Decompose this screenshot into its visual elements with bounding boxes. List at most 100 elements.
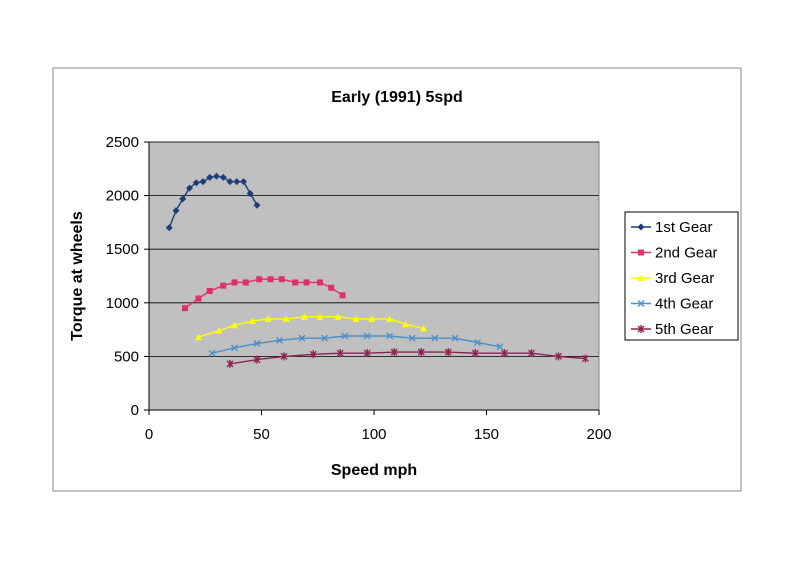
series-2 <box>182 276 346 312</box>
data-point <box>253 201 261 209</box>
data-point <box>280 352 288 361</box>
legend-item: 1st Gear <box>631 219 713 236</box>
data-point <box>390 348 398 357</box>
data-point <box>182 305 188 312</box>
data-point <box>199 178 207 186</box>
data-point <box>278 276 285 283</box>
x-axis-title: Speed mph <box>331 462 417 479</box>
data-point <box>582 354 589 363</box>
data-point <box>213 172 220 180</box>
data-point <box>226 178 234 186</box>
data-point <box>317 279 323 286</box>
legend-marker <box>637 274 645 281</box>
data-point <box>408 334 416 342</box>
data-point <box>233 178 241 186</box>
data-point <box>471 349 479 358</box>
data-point <box>292 279 299 286</box>
x-tick-label: 150 <box>474 426 499 443</box>
series-line <box>211 335 501 354</box>
legend-label: 4th Gear <box>655 296 713 313</box>
legend-marker <box>637 223 645 231</box>
data-point <box>336 349 344 358</box>
data-point <box>172 207 180 215</box>
data-point <box>179 195 187 203</box>
y-tick-label: 500 <box>114 348 139 365</box>
data-point <box>219 173 227 181</box>
data-point <box>300 313 308 320</box>
x-axis-ticks: 0 50 100 150 200 <box>145 410 612 443</box>
data-point <box>226 359 234 368</box>
data-point <box>220 282 227 289</box>
legend-label: 5th Gear <box>655 321 713 338</box>
data-point <box>186 184 193 192</box>
data-point <box>474 338 481 346</box>
data-point <box>386 332 394 340</box>
data-point <box>231 344 238 352</box>
y-tick-label: 1500 <box>106 241 139 258</box>
y-axis-title: Torque at wheels <box>69 211 86 341</box>
data-point <box>195 295 202 302</box>
data-point <box>208 349 216 357</box>
data-point <box>264 315 272 322</box>
data-point <box>368 315 376 322</box>
series-3 <box>195 313 427 341</box>
x-tick-label: 0 <box>145 426 153 443</box>
data-point <box>402 320 409 328</box>
y-tick-label: 2000 <box>106 188 139 205</box>
x-tick-label: 50 <box>253 426 270 443</box>
legend: 1st Gear 2nd Gear 3rd Gear 4th Gear 5th Gear <box>624 211 739 341</box>
data-point <box>276 336 283 344</box>
data-point <box>282 315 290 322</box>
data-point <box>206 173 214 181</box>
data-point <box>253 340 261 348</box>
x-tick-label: 200 <box>586 426 611 443</box>
data-point <box>249 317 256 325</box>
data-point <box>231 279 238 286</box>
y-tick-label: 0 <box>131 402 139 419</box>
gridlines <box>149 141 599 357</box>
series-1 <box>165 172 261 232</box>
data-point <box>363 349 371 358</box>
y-tick-label: 2500 <box>106 134 139 151</box>
data-point <box>417 348 425 357</box>
data-point <box>267 276 274 283</box>
data-point <box>555 352 562 361</box>
data-point <box>309 350 317 359</box>
data-point <box>431 334 439 342</box>
data-point <box>195 333 202 341</box>
data-point <box>444 348 452 357</box>
data-point <box>341 332 349 340</box>
data-point <box>496 343 504 351</box>
legend-label: 1st Gear <box>655 219 713 236</box>
data-point <box>206 288 213 295</box>
series-line <box>229 351 586 365</box>
series-layer <box>165 172 589 368</box>
legend-item: 2nd Gear <box>631 245 718 262</box>
data-point <box>501 349 508 358</box>
legend-marker <box>637 300 645 307</box>
y-tick-label: 1000 <box>106 295 139 312</box>
data-point <box>386 315 394 322</box>
data-point <box>321 334 328 342</box>
data-point <box>253 355 261 364</box>
legend-marker <box>637 325 645 333</box>
legend-marker <box>638 249 644 256</box>
y-axis-ticks: 0 500 1000 1500 2000 2500 <box>106 134 149 419</box>
data-point <box>246 189 254 197</box>
legend-item: 4th Gear <box>631 296 713 313</box>
data-point <box>303 279 310 286</box>
data-point <box>242 279 249 286</box>
series-4 <box>208 332 504 357</box>
data-point <box>215 327 223 334</box>
data-point <box>192 179 200 187</box>
legend-label: 2nd Gear <box>655 245 718 262</box>
data-point <box>240 178 247 186</box>
legend-label: 3rd Gear <box>655 270 714 287</box>
data-point <box>352 315 360 322</box>
data-point <box>165 224 173 232</box>
data-point <box>339 292 346 299</box>
legend-box <box>624 211 739 341</box>
data-point <box>451 334 459 342</box>
legend-item: 3rd Gear <box>631 270 714 287</box>
